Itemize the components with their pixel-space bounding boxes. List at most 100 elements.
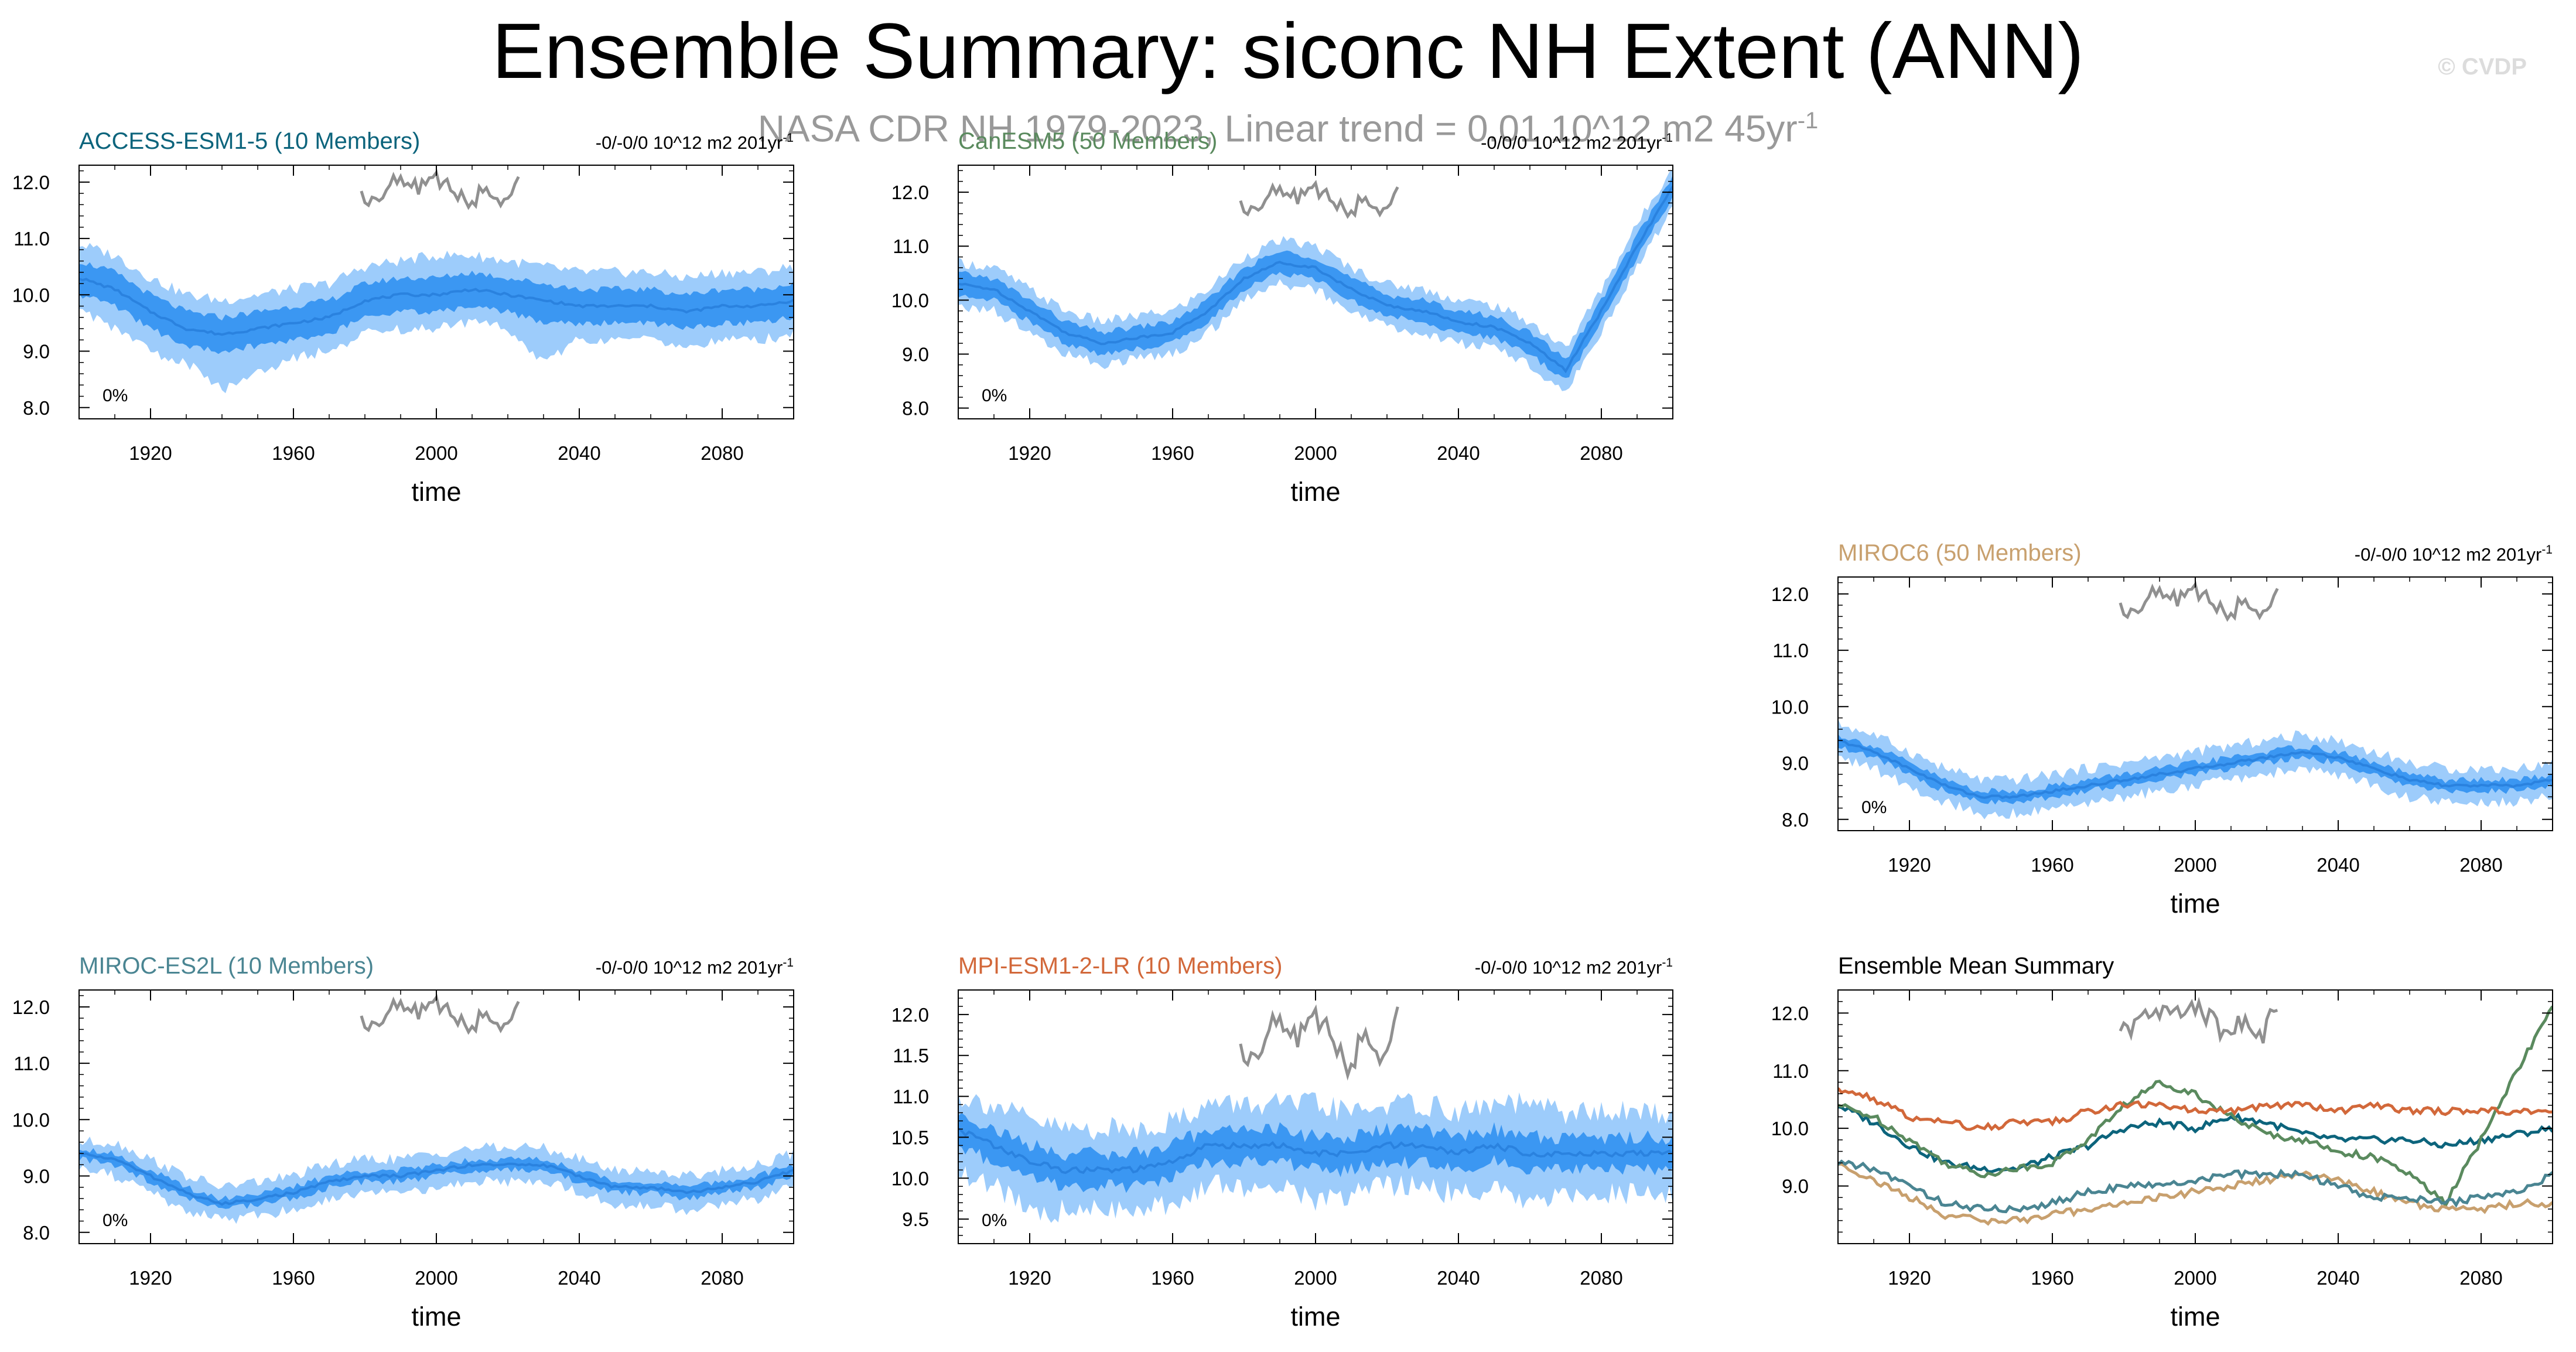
x-tick-label: 2000 xyxy=(2174,1267,2216,1289)
ensemble-mean-line xyxy=(1838,739,2553,800)
percent-label: 0% xyxy=(103,386,128,405)
series-line-canesm5 xyxy=(1838,1005,2553,1210)
x-tick-label: 2040 xyxy=(1437,442,1480,464)
y-tick-label: 9.0 xyxy=(23,341,50,363)
x-tick-label: 2000 xyxy=(1294,1267,1337,1289)
trend-label: -0/-0/0 10^12 m2 201yr-1 xyxy=(596,956,794,978)
y-tick-label: 8.0 xyxy=(902,398,929,419)
x-tick-label: 2080 xyxy=(701,442,743,464)
inner-spread-band xyxy=(1838,734,2553,805)
subtitle-exponent: -1 xyxy=(1797,108,1819,134)
y-tick-label: 8.0 xyxy=(23,1222,50,1244)
chart-panel-5: MPI-ESM1-2-LR (10 Members) -0/-0/0 10^12 … xyxy=(891,953,1673,1331)
observations-line xyxy=(1239,180,1399,219)
y-tick-label: 9.0 xyxy=(1782,1176,1809,1197)
x-tick-label: 1960 xyxy=(272,442,315,464)
y-tick-label: 12.0 xyxy=(891,182,929,203)
y-tick-label: 10.5 xyxy=(891,1126,929,1148)
x-tick-label: 2080 xyxy=(1580,442,1622,464)
observations-line xyxy=(2119,581,2279,622)
panel-title: MIROC6 (50 Members) xyxy=(1838,540,2082,566)
plot-data xyxy=(1838,996,2553,1226)
y-tick-label: 8.0 xyxy=(1782,809,1809,831)
x-tick-label: 1920 xyxy=(1008,1267,1051,1289)
x-tick-label: 1960 xyxy=(1151,442,1194,464)
x-axis-label: time xyxy=(1290,477,1340,507)
x-tick-label: 1920 xyxy=(1008,442,1051,464)
y-tick-label: 10.0 xyxy=(1771,696,1809,718)
trend-label-text: -0/-0/0 10^12 m2 201yr xyxy=(596,957,783,978)
percent-label: 0% xyxy=(1861,798,1887,817)
chart-panel-4: MIROC-ES2L (10 Members) -0/-0/0 10^12 m2 … xyxy=(12,953,794,1331)
x-tick-label: 1960 xyxy=(2031,1267,2073,1289)
trend-label-text: -0/-0/0 10^12 m2 201yr xyxy=(2355,544,2542,565)
y-tick-label: 11.0 xyxy=(1772,640,1809,661)
plot-data xyxy=(958,169,1673,391)
trend-label-exponent: -1 xyxy=(2541,543,2553,556)
y-tick-label: 11.0 xyxy=(13,1053,50,1074)
observation-subtitle: NASA CDR NH 1979-2023, Linear trend = 0.… xyxy=(0,98,2576,151)
plot-data xyxy=(1838,581,2553,820)
x-tick-label: 2080 xyxy=(2459,1267,2502,1289)
y-tick-label: 12.0 xyxy=(12,996,50,1018)
x-tick-label: 2040 xyxy=(558,442,600,464)
percent-label: 0% xyxy=(982,1211,1007,1230)
x-tick-label: 1920 xyxy=(1888,1267,1931,1289)
plot-data xyxy=(958,1004,1673,1223)
ensemble-mean-line xyxy=(958,1127,1673,1175)
y-tick-label: 10.0 xyxy=(891,289,929,311)
observations-line xyxy=(1239,1004,1399,1081)
ensemble-mean-line xyxy=(79,278,794,336)
y-tick-label: 9.5 xyxy=(902,1208,929,1230)
trend-label-exponent: -1 xyxy=(1662,131,1673,145)
cvdp-credit: © CVDP xyxy=(2438,54,2527,80)
chart-panel-6: Ensemble Mean Summary 9.0 10.0 11.0 12.0 1920… xyxy=(1771,953,2553,1331)
series-line-observations xyxy=(2119,996,2278,1044)
x-tick-label: 1920 xyxy=(129,1267,172,1289)
panel-title: ACCESS-ESM1-5 (10 Members) xyxy=(79,128,420,154)
chart-panel-2: CanESM5 (50 Members) -0/0/0 10^12 m2 201y… xyxy=(891,128,1673,507)
trend-label-exponent: -1 xyxy=(1662,956,1673,969)
panel-title: MIROC-ES2L (10 Members) xyxy=(79,953,374,979)
panel-title: Ensemble Mean Summary xyxy=(1838,953,2114,979)
y-tick-label: 9.0 xyxy=(902,343,929,365)
observations-line xyxy=(360,169,520,210)
percent-label: 0% xyxy=(103,1211,128,1230)
y-tick-label: 10.0 xyxy=(891,1167,929,1189)
x-tick-label: 2040 xyxy=(2317,1267,2359,1289)
x-axis-label: time xyxy=(2170,1302,2220,1331)
trend-label: -0/0/0 10^12 m2 201yr-1 xyxy=(1481,131,1673,153)
series-line-mpi-esm1-2-lr xyxy=(1838,1087,2553,1132)
trend-label: -0/-0/0 10^12 m2 201yr-1 xyxy=(596,131,794,153)
chart-panel-1: ACCESS-ESM1-5 (10 Members) -0/-0/0 10^12 … xyxy=(12,128,794,507)
page-title: Ensemble Summary: siconc NH Extent (ANN) xyxy=(492,8,2084,95)
trend-label-exponent: -1 xyxy=(783,956,794,969)
trend-label-text: -0/-0/0 10^12 m2 201yr xyxy=(596,132,783,153)
x-tick-label: 1920 xyxy=(1888,854,1931,876)
ensemble-mean-line xyxy=(958,186,1673,374)
y-tick-label: 10.0 xyxy=(12,284,50,306)
panel-title: CanESM5 (50 Members) xyxy=(958,128,1217,154)
x-tick-label: 2040 xyxy=(1437,1267,1480,1289)
x-axis-label: time xyxy=(411,477,461,507)
trend-label: -0/-0/0 10^12 m2 201yr-1 xyxy=(1475,956,1673,978)
y-tick-label: 10.0 xyxy=(1771,1118,1809,1139)
y-tick-label: 9.0 xyxy=(1782,753,1809,774)
y-tick-label: 11.0 xyxy=(893,235,929,257)
x-tick-label: 1960 xyxy=(272,1267,315,1289)
plot-data xyxy=(79,993,794,1224)
percent-label: 0% xyxy=(982,386,1007,405)
x-tick-label: 2000 xyxy=(1294,442,1337,464)
inner-spread-band xyxy=(79,262,794,354)
series-line-miroc-es2l xyxy=(1838,1159,2553,1214)
x-axis-label: time xyxy=(2170,889,2220,919)
outer-spread-band xyxy=(79,1136,794,1224)
x-tick-label: 1920 xyxy=(129,442,172,464)
x-tick-label: 1960 xyxy=(2031,854,2073,876)
y-tick-label: 11.0 xyxy=(893,1086,929,1108)
series-line-miroc6 xyxy=(1838,1162,2553,1226)
y-tick-label: 10.0 xyxy=(12,1109,50,1131)
y-tick-label: 8.0 xyxy=(23,397,50,419)
chart-panel-3: MIROC6 (50 Members) -0/-0/0 10^12 m2 201y… xyxy=(1771,540,2553,919)
